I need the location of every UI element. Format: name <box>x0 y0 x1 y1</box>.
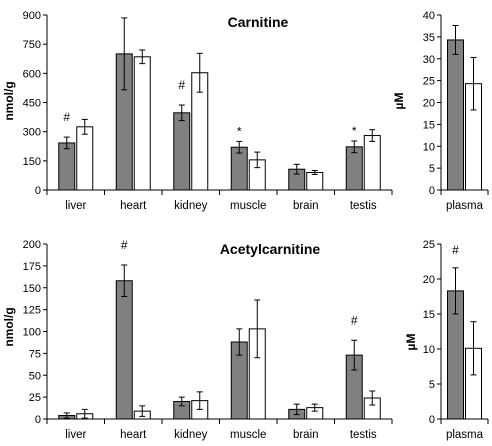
y-axis-label: nmol/g <box>2 81 16 120</box>
significance-marker: # <box>351 313 358 327</box>
y-tick-label: 150 <box>23 283 41 295</box>
y-tick-label: 200 <box>23 239 41 251</box>
y-tick-label: 25 <box>423 76 435 88</box>
y-tick-label: 0 <box>35 185 41 197</box>
y-tick-label: 35 <box>423 32 435 44</box>
x-tick-label: liver <box>65 200 86 212</box>
y-tick-label: 300 <box>23 127 41 139</box>
y-tick-label: 30 <box>423 54 435 66</box>
y-tick-label: 0 <box>35 414 41 426</box>
x-tick-label: kidney <box>174 200 207 212</box>
y-tick-label: 600 <box>23 68 41 80</box>
y-tick-label: 0 <box>429 185 435 197</box>
y-tick-label: 100 <box>23 327 41 339</box>
y-tick-label: 450 <box>23 98 41 110</box>
y-tick-label: 750 <box>23 39 41 51</box>
panel-carnitine-plasma: µM 0 5 10 15 20 25 30 35 40 plasma <box>392 10 489 212</box>
y-tick-label: 20 <box>423 98 435 110</box>
chart-title: Carnitine <box>228 14 289 30</box>
y-tick-label: 900 <box>23 10 41 22</box>
panel-acetylcarnitine-plasma: µM 0 5 10 15 20 25 plasma # <box>404 239 489 441</box>
y-tick-label: 20 <box>423 274 435 286</box>
y-tick-label: 175 <box>23 261 41 273</box>
y-tick-label: 10 <box>423 344 435 356</box>
y-axis-label: µM <box>404 334 418 351</box>
y-tick-label: 15 <box>423 119 435 131</box>
y-axis-label: µM <box>392 93 406 110</box>
x-tick-label: heart <box>120 429 147 441</box>
bar <box>447 39 464 191</box>
bar <box>76 126 94 191</box>
bar <box>345 146 363 191</box>
y-tick-label: 15 <box>423 309 435 321</box>
x-tick-label: muscle <box>230 200 266 212</box>
y-tick-label: 50 <box>29 370 41 382</box>
y-tick-label: 10 <box>423 141 435 153</box>
bar <box>306 172 324 191</box>
bar <box>133 56 151 191</box>
significance-marker: # <box>178 78 185 92</box>
x-tick-label: kidney <box>174 429 207 441</box>
x-tick-label: liver <box>65 429 86 441</box>
x-tick-label: testis <box>350 200 377 212</box>
bar <box>363 135 381 191</box>
significance-marker: * <box>237 124 242 138</box>
x-tick-label: brain <box>293 429 319 441</box>
x-tick-label: muscle <box>230 429 266 441</box>
chart-title: Acetylcarnitine <box>220 241 321 257</box>
x-tick-label: plasma <box>446 200 484 212</box>
panel-acetylcarnitine-tissue: Acetylcarnitine nmol/g 0 25 50 75 100 125 150 1… <box>2 238 393 441</box>
bar <box>115 280 133 420</box>
bar <box>58 142 76 191</box>
bar <box>230 146 248 191</box>
x-tick-label: heart <box>120 200 147 212</box>
y-tick-label: 25 <box>423 239 435 251</box>
y-tick-label: 125 <box>23 305 41 317</box>
y-tick-label: 150 <box>23 156 41 168</box>
significance-marker: * <box>352 124 357 138</box>
significance-marker: # <box>63 110 70 124</box>
y-tick-label: 40 <box>423 10 435 22</box>
significance-marker: # <box>121 238 128 252</box>
x-tick-label: brain <box>293 200 319 212</box>
x-tick-label: testis <box>350 429 377 441</box>
x-tick-label: plasma <box>446 429 484 441</box>
bar <box>173 112 191 191</box>
significance-marker: # <box>452 243 459 257</box>
y-tick-label: 75 <box>29 348 41 360</box>
panel-carnitine-tissue: Carnitine nmol/g 0 150 300 450 600 750 900 live… <box>2 10 393 212</box>
y-tick-label: 5 <box>429 379 435 391</box>
y-axis-label: nmol/g <box>2 307 16 346</box>
y-tick-label: 25 <box>29 392 41 404</box>
y-tick-label: 0 <box>429 414 435 426</box>
y-tick-label: 5 <box>429 163 435 175</box>
